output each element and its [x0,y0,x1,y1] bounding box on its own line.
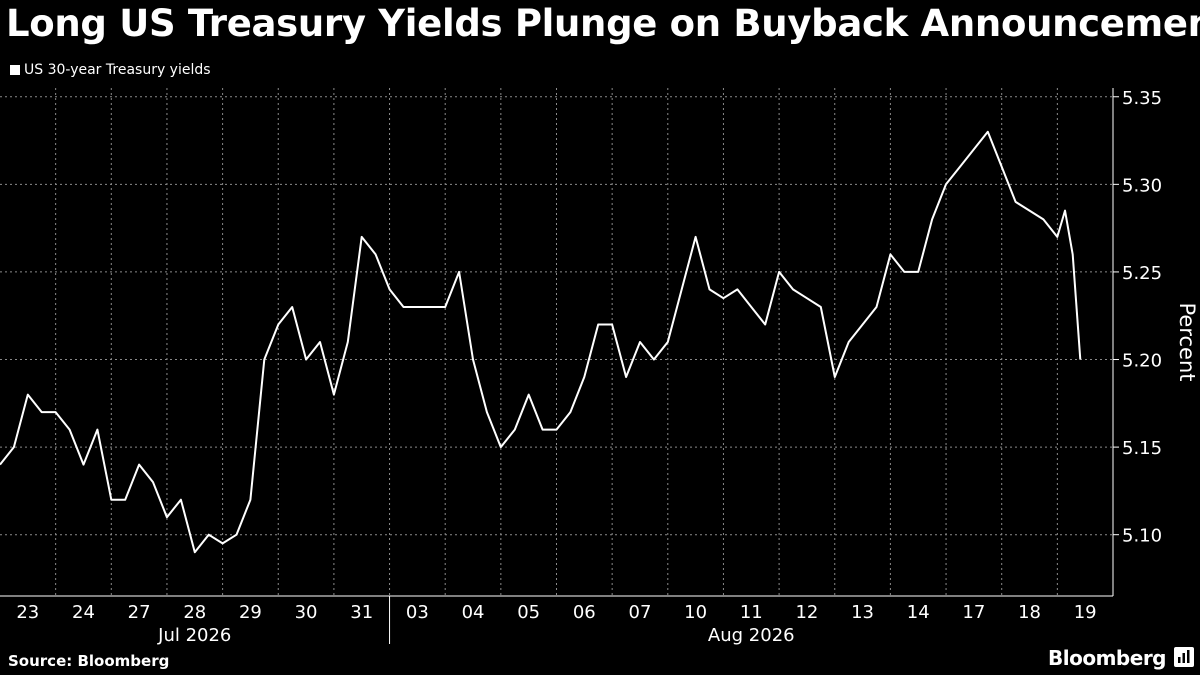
x-tick-label: 06 [573,602,596,623]
y-tick-label: 5.10 [1122,526,1162,547]
x-tick-label: 29 [239,602,262,623]
x-tick-label: 30 [295,602,318,623]
x-tick-label: 11 [740,602,763,623]
x-tick-label: 05 [517,602,540,623]
y-tick-label: 5.30 [1122,175,1162,196]
x-tick-label: 07 [629,602,652,623]
x-tick-label: 19 [1074,602,1097,623]
legend: US 30-year Treasury yields [10,62,211,78]
y-tick-label: 5.25 [1122,263,1162,284]
series-line-us-30y [0,130,1082,554]
y-tick-label: 5.15 [1122,438,1162,459]
month-label: Jul 2026 [157,625,231,646]
y-tick-label: 5.35 [1122,88,1162,109]
y-tick-label: 5.20 [1122,351,1162,372]
x-tick-label: 18 [1018,602,1041,623]
x-tick-label: 23 [16,602,39,623]
x-tick-label: 14 [907,602,930,623]
x-tick-label: 10 [684,602,707,623]
chart-title: Long US Treasury Yields Plunge on Buybac… [6,2,1200,45]
x-tick-label: 28 [183,602,206,623]
x-tick-label: 12 [795,602,818,623]
legend-swatch [10,65,20,75]
bloomberg-chart-icon [1174,647,1194,667]
x-tick-label: 27 [128,602,151,623]
x-tick-label: 03 [406,602,429,623]
x-tick-label: 17 [962,602,985,623]
y-axis-label: Percent [1175,302,1199,381]
month-label: Aug 2026 [708,625,795,646]
x-tick-label: 24 [72,602,95,623]
bloomberg-logo: Bloomberg [1048,646,1166,670]
legend-label: US 30-year Treasury yields [24,62,211,78]
x-tick-label: 13 [851,602,874,623]
x-tick-label: 04 [462,602,485,623]
source-note: Source: Bloomberg [8,652,170,670]
x-tick-label: 31 [350,602,373,623]
